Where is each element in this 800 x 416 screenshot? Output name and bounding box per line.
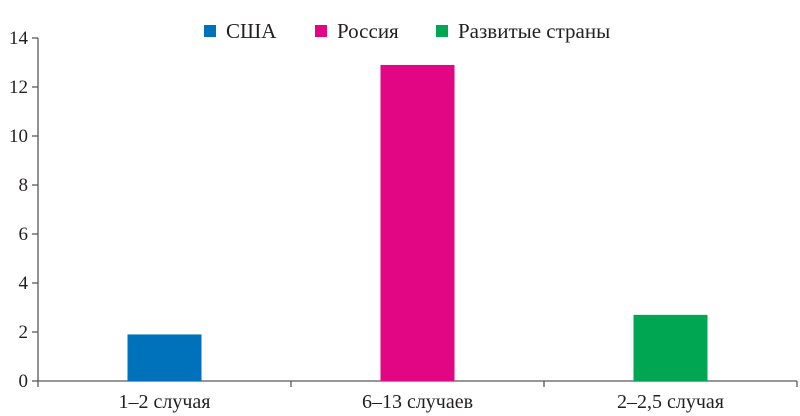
y-tick-label: 12 <box>9 77 28 98</box>
y-tick-label: 0 <box>19 371 29 392</box>
legend-label: Развитые страны <box>458 19 610 43</box>
y-tick-label: 6 <box>19 224 29 245</box>
y-tick-label: 2 <box>19 322 29 343</box>
y-tick-label: 10 <box>9 126 28 147</box>
legend-swatch <box>436 25 448 37</box>
legend-label: США <box>226 19 277 43</box>
y-tick-label: 14 <box>9 28 29 49</box>
legend: США Россия Развитые страны <box>204 19 610 43</box>
legend-swatch <box>204 25 216 37</box>
bar <box>633 314 708 381</box>
y-tick-label: 4 <box>19 273 29 294</box>
legend-swatch <box>315 25 327 37</box>
legend-label: Россия <box>337 19 399 43</box>
bars <box>127 64 708 381</box>
bar <box>380 64 455 381</box>
bar <box>127 334 202 381</box>
y-axis: 0 2 4 6 8 10 12 14 <box>9 28 39 392</box>
x-category-label: 2–2,5 случая <box>617 391 724 413</box>
x-axis: 1–2 случая 6–13 случаев 2–2,5 случая <box>37 380 798 413</box>
x-category-label: 6–13 случаев <box>362 391 473 413</box>
x-category-label: 1–2 случая <box>119 391 211 413</box>
y-tick-label: 8 <box>19 175 29 196</box>
